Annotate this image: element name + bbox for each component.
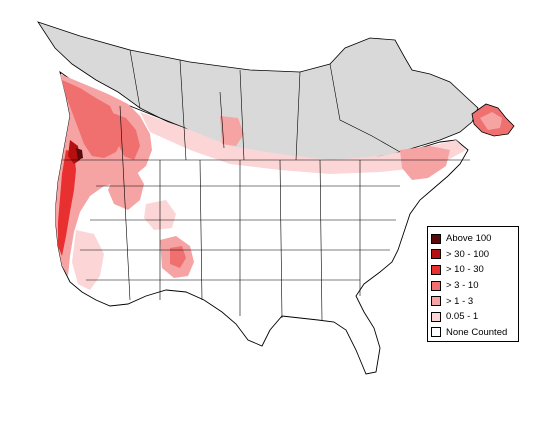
legend-swatch <box>431 249 441 260</box>
legend-swatch <box>431 280 441 291</box>
abundance-rockies-north <box>110 112 140 160</box>
abundance-quebec <box>400 146 450 180</box>
legend-label: > 10 - 30 <box>446 264 484 276</box>
legend-label: 0.05 - 1 <box>446 311 479 323</box>
legend-swatch <box>431 296 441 307</box>
abundance-coast-dark <box>68 140 80 164</box>
legend-swatch <box>431 327 441 338</box>
abundance-coast-strip <box>58 150 76 256</box>
abundance-baja-california <box>72 230 104 290</box>
legend-label: Above 100 <box>446 233 492 245</box>
map-legend: Above 100 > 30 - 100 > 10 - 30 > 3 - 10 … <box>427 226 519 342</box>
legend-item-1-3: > 1 - 3 <box>431 293 515 309</box>
legend-item-30-100: > 30 - 100 <box>431 247 515 263</box>
legend-item-10-30: > 10 - 30 <box>431 262 515 278</box>
legend-label: None Counted <box>446 326 508 338</box>
political-boundaries <box>62 49 470 321</box>
abundance-bc-coast <box>62 80 122 158</box>
legend-swatch <box>431 233 441 244</box>
abundance-idaho <box>108 168 144 210</box>
legend-swatch <box>431 311 441 322</box>
abundance-colorado-core <box>170 246 186 268</box>
newfoundland-light <box>480 112 502 130</box>
legend-swatch <box>431 264 441 275</box>
legend-label: > 1 - 3 <box>446 295 474 307</box>
legend-item-3-10: > 3 - 10 <box>431 278 515 294</box>
abundance-puget-above100 <box>76 148 83 160</box>
abundance-alberta <box>220 116 244 146</box>
legend-label: > 30 - 100 <box>446 248 490 260</box>
legend-label: > 3 - 10 <box>446 280 479 292</box>
legend-item-005-1: 0.05 - 1 <box>431 309 515 325</box>
legend-item-above-100: Above 100 <box>431 231 515 247</box>
legend-item-none-counted: None Counted <box>431 325 515 341</box>
abundance-prairie-band <box>140 112 466 174</box>
